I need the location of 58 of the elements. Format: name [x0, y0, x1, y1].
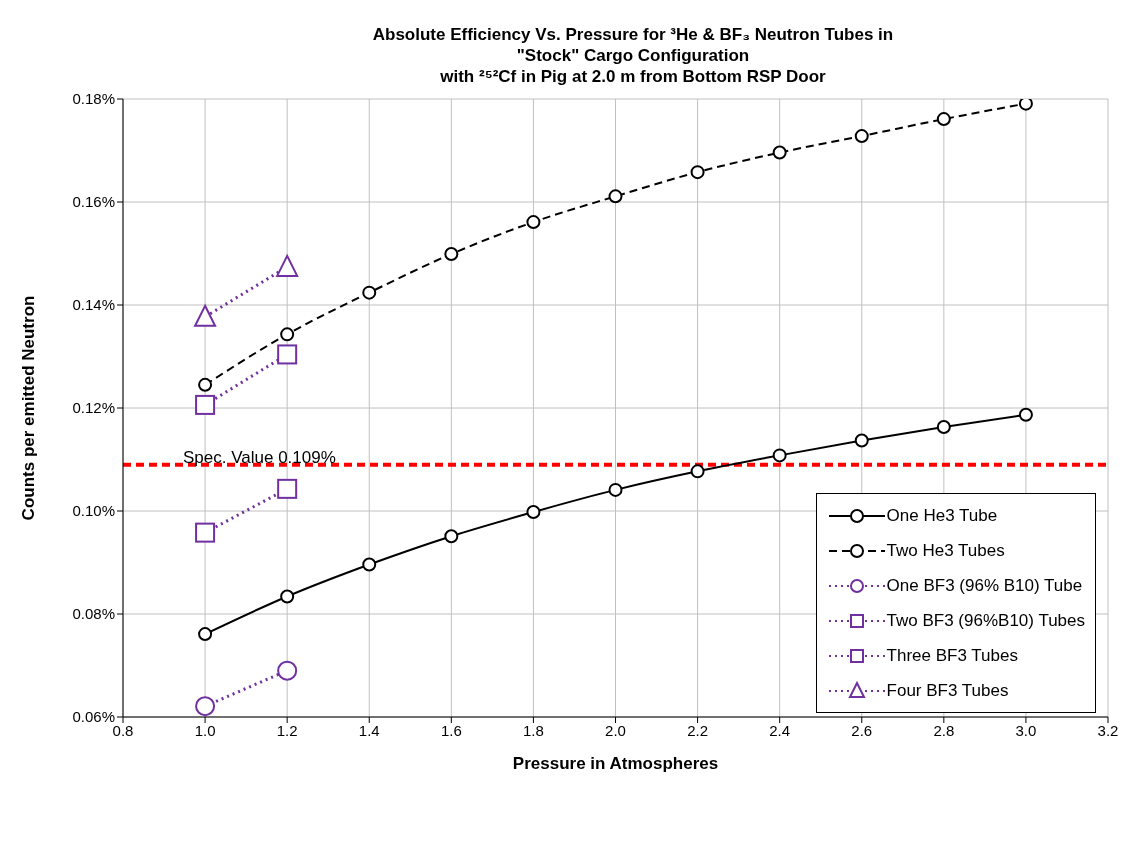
- x-tick-label: 3.2: [1097, 721, 1119, 739]
- y-tick-label: 0.12%: [72, 399, 115, 417]
- point: [936, 420, 951, 435]
- x-tick-label: 1.8: [522, 721, 544, 739]
- point: [1018, 99, 1033, 111]
- x-tick-label: 3.0: [1015, 721, 1037, 739]
- x-tick-label: 2.2: [687, 721, 709, 739]
- point: [526, 505, 541, 520]
- y-axis-title: Counts per emitted Neutron: [19, 295, 39, 521]
- point: [444, 529, 459, 544]
- y-tick-label: 0.18%: [72, 90, 115, 108]
- x-tick-label: 2.4: [769, 721, 791, 739]
- y-tick-label: 0.06%: [72, 708, 115, 726]
- point: [690, 165, 705, 180]
- point: [195, 394, 216, 415]
- point: [772, 448, 787, 463]
- ref-line-label: Spec. Value 0.109%: [183, 447, 336, 467]
- point: [362, 557, 377, 572]
- legend-label: Three BF3 Tubes: [886, 645, 1018, 666]
- point: [277, 344, 298, 365]
- x-tick-label: 1.6: [440, 721, 462, 739]
- legend-label: One He3 Tube: [886, 505, 998, 526]
- x-tick-label: 1.2: [276, 721, 298, 739]
- point: [280, 589, 295, 604]
- point: [772, 145, 787, 160]
- point: [444, 247, 459, 262]
- legend-label: Two He3 Tubes: [886, 540, 1005, 561]
- point: [362, 285, 377, 300]
- point: [854, 129, 869, 144]
- x-axis-title: Pressure in Atmospheres: [512, 754, 719, 773]
- legend-label: Two BF3 (96%B10) Tubes: [886, 610, 1085, 631]
- legend-label: Four BF3 Tubes: [886, 680, 1009, 701]
- x-tick-label: 1.0: [194, 721, 216, 739]
- point: [280, 327, 295, 342]
- y-tick-label: 0.16%: [72, 193, 115, 211]
- x-tick-label: 0.8: [112, 721, 134, 739]
- point: [854, 433, 869, 448]
- y-tick-label: 0.10%: [72, 502, 115, 520]
- x-tick-label: 2.8: [933, 721, 955, 739]
- chart-title: Absolute Efficiency Vs. Pressure for ³He & BF₃ Neutron Tubes in "Stock" Cargo Configuration with ²⁵²Cf in Pig at 2.0 m from Bottom RSP Door: [371, 24, 895, 87]
- point: [936, 112, 951, 127]
- x-tick-label: 2.6: [851, 721, 873, 739]
- point: [195, 522, 216, 543]
- point: [198, 627, 213, 642]
- point: [526, 215, 541, 230]
- x-tick-label: 1.4: [358, 721, 380, 739]
- y-tick-label: 0.14%: [72, 296, 115, 314]
- point: [1018, 407, 1033, 422]
- point: [608, 189, 623, 204]
- point: [277, 660, 298, 681]
- point: [198, 377, 213, 392]
- point: [195, 696, 216, 717]
- point: [608, 482, 623, 497]
- point: [690, 464, 705, 479]
- legend-label: One BF3 (96% B10) Tube: [886, 575, 1083, 596]
- x-tick-label: 2.0: [605, 721, 626, 739]
- y-tick-label: 0.08%: [72, 605, 115, 623]
- point: [277, 478, 298, 499]
